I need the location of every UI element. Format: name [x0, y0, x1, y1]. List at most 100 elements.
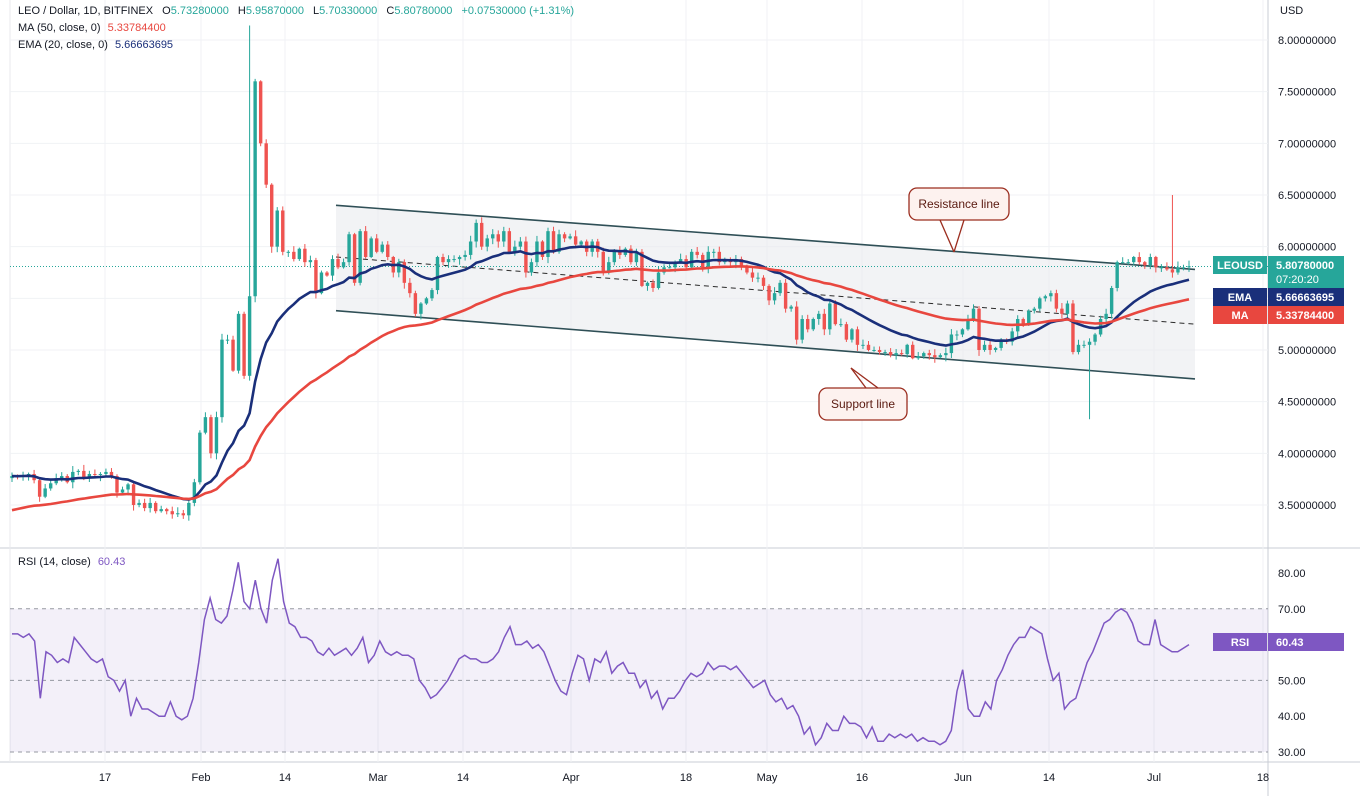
candle-body — [806, 318, 810, 330]
candle-body — [341, 262, 346, 268]
change-value: +0.07530000 (+1.31%) — [461, 5, 575, 17]
candle-body — [137, 502, 141, 505]
candle-body — [667, 267, 672, 269]
candle-body — [1104, 313, 1108, 319]
candle-body — [71, 471, 75, 483]
candle-body — [214, 417, 219, 454]
leousd-badge-value-bg — [1268, 256, 1344, 288]
candle-body — [430, 290, 434, 299]
candle-body — [750, 272, 755, 278]
candle-body — [977, 308, 981, 350]
candle-body — [1087, 341, 1092, 345]
candle-body — [518, 241, 523, 247]
candle-body — [402, 262, 407, 283]
candle-body — [922, 353, 926, 357]
candle-body — [1109, 287, 1114, 314]
candle-body — [314, 260, 318, 294]
candle-body — [568, 236, 572, 239]
candle-body — [938, 355, 943, 358]
candle-body — [513, 246, 517, 252]
candle-body — [126, 484, 130, 490]
rsi-badge-value-bg — [1268, 633, 1344, 651]
candle-body — [629, 248, 633, 263]
ma-legend-value: 5.33784400 — [107, 22, 166, 34]
candle-body — [866, 344, 871, 350]
ma-legend[interactable]: MA (50, close, 0) 5.33784400 — [18, 21, 166, 35]
rsi-tick-label: 40.00 — [1278, 711, 1306, 723]
candle-body — [352, 234, 357, 283]
candle-body — [120, 489, 125, 493]
candle-body — [557, 234, 561, 252]
candle-body — [1076, 344, 1081, 353]
candle-body — [37, 480, 42, 497]
price-tick-label: 6.00000000 — [1278, 242, 1336, 254]
rsi-pane — [12, 558, 1190, 747]
axes: 17 Feb 14 Mar 14 Apr 18 May 16 Jun 14 Jul 18 8.000000… — [99, 5, 1336, 784]
candle-body — [982, 344, 987, 350]
rsi-tick-label: 50.00 — [1278, 675, 1306, 687]
candle-body — [645, 282, 650, 286]
candle-body — [839, 324, 843, 326]
candle-body — [275, 210, 279, 247]
candle-body — [452, 259, 456, 261]
ema-badge-value-bg — [1268, 288, 1344, 306]
candle-body — [944, 353, 948, 356]
leousd-badge-label-bg — [1213, 256, 1267, 274]
candle-body — [579, 241, 583, 245]
candle-body — [1132, 256, 1136, 263]
rsi-band — [10, 608, 1268, 752]
candle-body — [789, 306, 793, 309]
candle-body — [695, 251, 699, 255]
rsi-legend[interactable]: RSI (14, close) 60.43 — [18, 556, 125, 568]
candle-body — [159, 509, 163, 512]
candle-body — [153, 502, 158, 512]
candle-body — [457, 256, 462, 260]
close-value: 5.80780000 — [394, 5, 453, 17]
annotations: Resistance line Support line — [818, 187, 1010, 421]
candle-body — [993, 347, 998, 350]
candle-body — [413, 293, 418, 314]
candle-body — [253, 81, 257, 297]
currency-label: USD — [1280, 5, 1303, 17]
candle-body — [303, 248, 307, 263]
time-tick-label: 17 — [99, 772, 111, 784]
ma-badge-value: 5.33784400 — [1276, 310, 1334, 322]
candle-body — [1065, 303, 1070, 314]
candle-body — [82, 470, 86, 479]
candle-body — [822, 313, 827, 330]
rsi-tick-label: 30.00 — [1278, 747, 1306, 759]
candle-body — [1137, 256, 1141, 263]
time-tick-label: 18 — [680, 772, 692, 784]
candles — [10, 25, 1191, 521]
candle-body — [1165, 267, 1169, 270]
ema-legend[interactable]: EMA (20, close, 0) 5.66663695 — [18, 38, 173, 52]
candle-body — [336, 259, 340, 268]
price-tick-label: 5.00000000 — [1278, 345, 1336, 357]
candle-body — [861, 344, 865, 346]
candle-body — [220, 339, 224, 418]
candle-body — [756, 277, 760, 279]
candle-body — [767, 285, 771, 301]
candle-body — [424, 298, 429, 304]
candle-body — [1038, 298, 1042, 309]
candle-body — [833, 303, 838, 325]
ma-badge-label-bg — [1213, 306, 1267, 324]
candle-body — [380, 244, 384, 252]
candle-body — [87, 473, 92, 479]
candle-body — [618, 251, 622, 255]
candle-body — [1159, 267, 1164, 269]
candle-body — [844, 324, 849, 340]
candle-body — [48, 483, 53, 489]
time-tick-label: 14 — [279, 772, 291, 784]
candle-body — [496, 234, 500, 242]
ma-50-line — [11, 265, 1190, 512]
ema-line — [11, 245, 1190, 501]
price-tick-label: 7.50000000 — [1278, 87, 1336, 99]
candle-body — [612, 251, 617, 263]
ma-badge-label: MA — [1231, 310, 1248, 322]
time-tick-label: 16 — [856, 772, 868, 784]
candle-body — [551, 231, 556, 252]
candle-body — [960, 329, 965, 335]
candle-body — [911, 344, 915, 359]
